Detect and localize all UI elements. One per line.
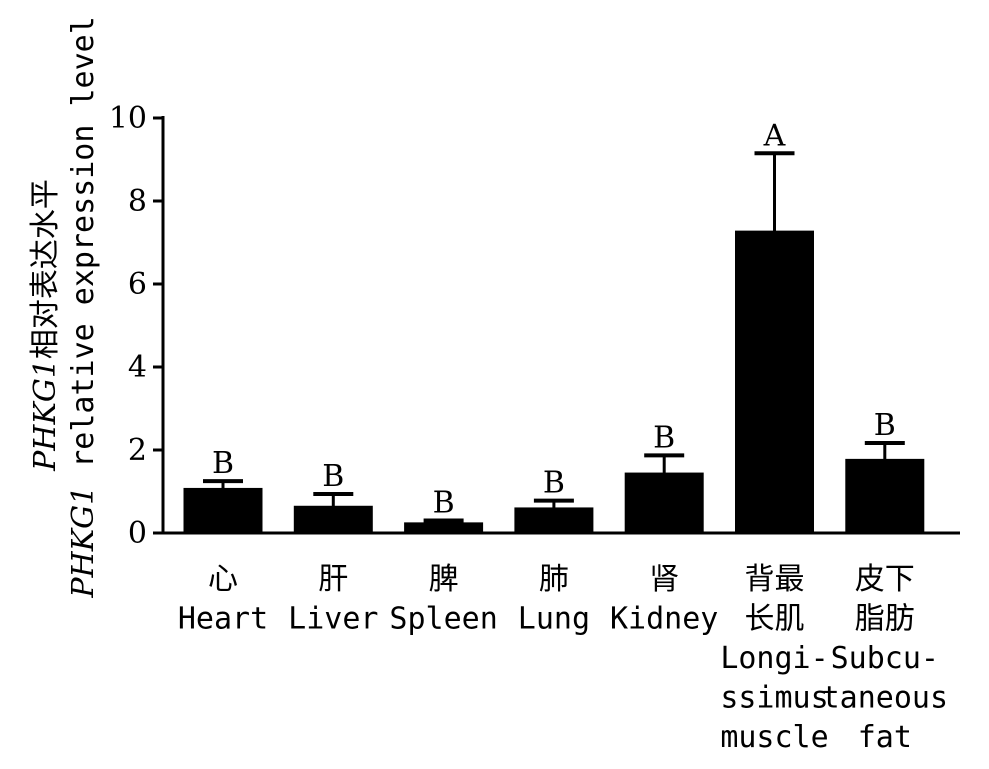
- category-label: 皮下: [855, 562, 915, 597]
- category-label: 肺: [539, 562, 569, 597]
- bar: [293, 505, 373, 535]
- bar: [404, 522, 484, 535]
- significance-label: B: [543, 466, 565, 501]
- bar: [624, 472, 704, 535]
- significance-label: B: [874, 408, 896, 443]
- category-label: Kidney: [610, 602, 718, 637]
- significance-label: B: [322, 459, 344, 494]
- y-tick-label: 6: [128, 267, 147, 302]
- y-axis-title-gene-1: PHKG1: [28, 359, 63, 472]
- bar: [514, 507, 594, 535]
- bar: [845, 458, 925, 535]
- y-tick-label: 2: [128, 433, 147, 468]
- category-label: taneous: [822, 681, 948, 716]
- y-tick-label: 10: [109, 101, 147, 136]
- category-label: 脂肪: [855, 602, 915, 637]
- category-label: Lung: [518, 602, 590, 637]
- category-label: muscle: [720, 720, 828, 755]
- y-tick-label: 8: [128, 184, 147, 219]
- y-tick-label: 4: [128, 350, 147, 385]
- y-axis-title-line1: PHKG1相对表达水平: [28, 179, 63, 472]
- bar: [735, 230, 814, 535]
- significance-label: A: [763, 118, 786, 153]
- y-tick-label: 0: [128, 516, 147, 551]
- category-label: 心: [208, 562, 238, 597]
- category-label: ssimus: [720, 681, 828, 716]
- category-label: 肝: [318, 562, 348, 597]
- category-label: 脾: [429, 562, 459, 597]
- category-label: Liver: [288, 602, 378, 637]
- bar: [183, 487, 263, 535]
- y-axis-title-suffix-2: relative expression level: [66, 16, 101, 486]
- category-label: Heart: [178, 602, 268, 637]
- plot-area: 0 2 4 6 8 10 B 心 Heart B 肝 Liver B 脾 Spleen B 肺 Lung B 肾 Kid…: [109, 101, 960, 755]
- y-axis-title-suffix-1: 相对表达水平: [28, 179, 63, 359]
- significance-label: B: [212, 446, 234, 481]
- category-label: 肾: [649, 562, 679, 597]
- category-label: 长肌: [745, 602, 805, 637]
- significance-label: B: [653, 420, 675, 455]
- significance-label: B: [433, 486, 455, 521]
- y-axis-title-gene-2: PHKG1: [66, 486, 101, 599]
- category-label: Subcu-: [831, 641, 939, 676]
- category-label: Spleen: [389, 602, 497, 637]
- category-label: Longi-: [720, 641, 828, 676]
- y-axis-title-line2: PHKG1 relative expression level: [66, 0, 101, 688]
- category-label: 背最: [745, 562, 805, 597]
- category-label: fat: [858, 720, 912, 755]
